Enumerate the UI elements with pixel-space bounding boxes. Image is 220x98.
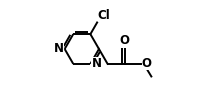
Text: N: N [54,43,64,55]
Text: O: O [120,34,130,47]
Text: N: N [91,57,101,70]
Text: Cl: Cl [98,9,110,22]
Text: O: O [142,57,152,70]
